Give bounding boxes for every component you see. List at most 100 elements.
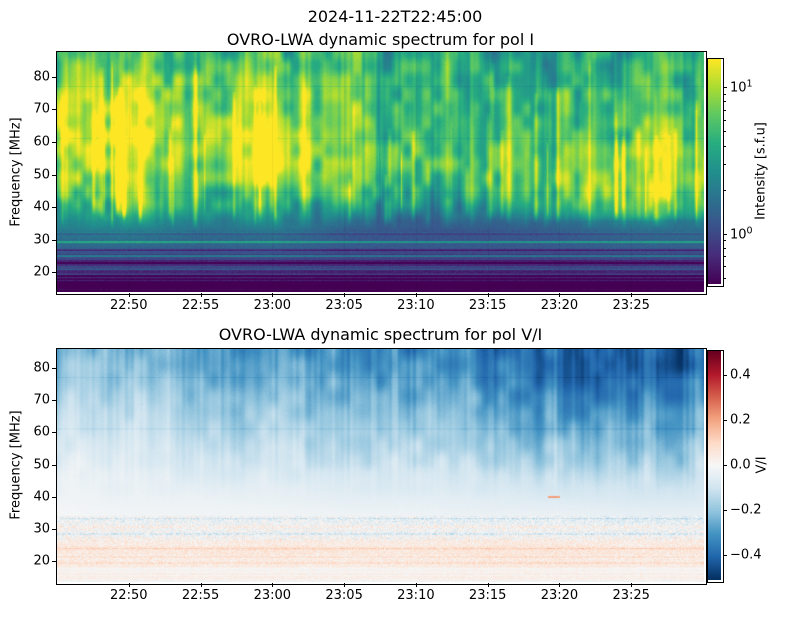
x-tick-mark bbox=[272, 293, 273, 297]
x-tick-mark bbox=[488, 583, 489, 587]
x-tick-mark bbox=[129, 583, 130, 587]
x-tick-mark bbox=[631, 293, 632, 297]
y-tick-label: 60 bbox=[33, 424, 50, 440]
x-tick-label: 23:00 bbox=[253, 298, 292, 313]
colorbar-minor-tick-mark bbox=[723, 110, 726, 111]
colorbar-tick-label: −0.2 bbox=[730, 502, 762, 518]
x-tick-label: 22:55 bbox=[181, 588, 220, 603]
y-tick-mark bbox=[52, 400, 56, 401]
x-tick-label: 22:55 bbox=[181, 298, 220, 313]
colorbar-tick-label: 101 bbox=[730, 78, 753, 96]
y-tick-label: 50 bbox=[33, 457, 50, 473]
x-tick-mark bbox=[416, 293, 417, 297]
y-tick-label: 80 bbox=[33, 69, 50, 85]
colorbar-minor-tick-mark bbox=[723, 248, 726, 249]
pol-vi-colorbar-label: V/I bbox=[754, 456, 770, 474]
pol-vi-plot-title: OVRO-LWA dynamic spectrum for pol V/I bbox=[218, 325, 543, 344]
y-tick-mark bbox=[52, 272, 56, 273]
y-tick-mark bbox=[52, 77, 56, 78]
x-tick-label: 23:20 bbox=[540, 298, 579, 313]
pol-i-spectrogram-axes bbox=[56, 51, 707, 295]
y-tick-mark bbox=[52, 497, 56, 498]
x-tick-label: 23:15 bbox=[468, 298, 507, 313]
colorbar-minor-tick-mark bbox=[723, 266, 726, 267]
x-tick-label: 23:00 bbox=[253, 588, 292, 603]
x-tick-mark bbox=[344, 293, 345, 297]
pol-i-colorbar bbox=[707, 58, 724, 287]
colorbar-minor-tick-mark bbox=[723, 94, 726, 95]
x-tick-mark bbox=[559, 583, 560, 587]
colorbar-tick-label: 100 bbox=[730, 224, 753, 243]
colorbar-tick-mark bbox=[723, 87, 727, 88]
x-tick-label: 23:05 bbox=[325, 588, 363, 603]
x-tick-mark bbox=[631, 583, 632, 587]
y-tick-mark bbox=[52, 432, 56, 433]
x-tick-label: 23:10 bbox=[397, 588, 435, 603]
y-tick-label: 20 bbox=[33, 264, 50, 280]
y-tick-mark bbox=[52, 465, 56, 466]
pol-i-colorbar-canvas bbox=[708, 59, 721, 284]
y-tick-mark bbox=[52, 561, 56, 562]
pol-i-spectrogram-canvas bbox=[57, 52, 704, 292]
colorbar-tick-mark bbox=[723, 234, 727, 235]
y-tick-mark bbox=[52, 240, 56, 241]
y-tick-label: 20 bbox=[33, 553, 50, 569]
colorbar-tick-mark bbox=[723, 420, 727, 421]
x-tick-label: 23:25 bbox=[612, 298, 650, 313]
x-tick-label: 23:10 bbox=[397, 298, 435, 313]
x-tick-label: 23:15 bbox=[468, 588, 507, 603]
colorbar-minor-tick-mark bbox=[723, 190, 726, 191]
x-tick-mark bbox=[201, 583, 202, 587]
x-tick-mark bbox=[559, 293, 560, 297]
y-tick-mark bbox=[52, 109, 56, 110]
x-tick-mark bbox=[344, 583, 345, 587]
colorbar-minor-tick-mark bbox=[723, 240, 726, 241]
colorbar-tick-mark bbox=[723, 510, 727, 511]
y-tick-mark bbox=[52, 368, 56, 369]
colorbar-tick-mark bbox=[723, 465, 727, 466]
colorbar-tick-mark bbox=[723, 375, 727, 376]
y-tick-label: 30 bbox=[33, 232, 50, 248]
colorbar-minor-tick-mark bbox=[723, 120, 726, 121]
y-tick-label: 40 bbox=[33, 199, 50, 215]
colorbar-minor-tick-mark bbox=[723, 101, 726, 102]
colorbar-tick-label: −0.4 bbox=[730, 547, 762, 563]
x-tick-label: 23:25 bbox=[612, 588, 650, 603]
x-tick-label: 22:50 bbox=[110, 588, 148, 603]
figure-suptitle: 2024-11-22T22:45:00 bbox=[307, 7, 483, 26]
pol-vi-spectrogram-axes bbox=[56, 348, 707, 585]
colorbar-minor-tick-mark bbox=[723, 146, 726, 147]
y-tick-mark bbox=[52, 175, 56, 176]
x-tick-mark bbox=[272, 583, 273, 587]
y-tick-label: 60 bbox=[33, 134, 50, 150]
x-tick-mark bbox=[416, 583, 417, 587]
pol-vi-colorbar-canvas bbox=[708, 351, 721, 580]
x-tick-label: 23:05 bbox=[325, 298, 363, 313]
x-tick-mark bbox=[201, 293, 202, 297]
pol-vi-colorbar bbox=[707, 350, 724, 583]
x-tick-label: 23:20 bbox=[540, 588, 579, 603]
x-tick-mark bbox=[488, 293, 489, 297]
colorbar-tick-mark bbox=[723, 555, 727, 556]
y-tick-label: 70 bbox=[33, 392, 50, 408]
x-tick-label: 22:50 bbox=[110, 298, 148, 313]
y-tick-mark bbox=[52, 207, 56, 208]
y-tick-label: 30 bbox=[33, 521, 50, 537]
y-tick-label: 50 bbox=[33, 167, 50, 182]
colorbar-minor-tick-mark bbox=[723, 278, 726, 279]
colorbar-tick-label: 0.4 bbox=[730, 367, 751, 383]
y-tick-mark bbox=[52, 142, 56, 143]
pol-i-plot-title: OVRO-LWA dynamic spectrum for pol I bbox=[226, 30, 535, 49]
colorbar-minor-tick-mark bbox=[723, 131, 726, 132]
colorbar-tick-label: 0.2 bbox=[730, 412, 751, 428]
colorbar-minor-tick-mark bbox=[723, 164, 726, 165]
y-tick-label: 80 bbox=[33, 360, 50, 376]
x-tick-mark bbox=[129, 293, 130, 297]
pol-i-colorbar-label: Intensity [s.f.u] bbox=[753, 122, 769, 220]
y-tick-label: 40 bbox=[33, 489, 50, 505]
colorbar-tick-label: 0.0 bbox=[730, 457, 751, 473]
pol-vi-spectrogram-canvas bbox=[57, 349, 704, 582]
y-tick-mark bbox=[52, 529, 56, 530]
colorbar-minor-tick-mark bbox=[723, 256, 726, 257]
